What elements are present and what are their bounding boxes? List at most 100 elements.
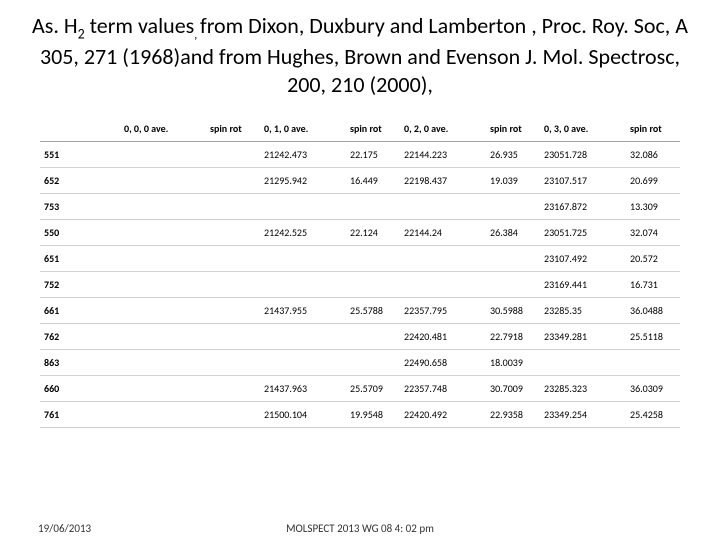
table-cell bbox=[346, 194, 400, 220]
slide-title: As. H2 term values, from Dixon, Duxbury … bbox=[28, 12, 692, 98]
table-cell bbox=[400, 246, 486, 272]
table-cell: 22420.492 bbox=[400, 402, 486, 428]
table-cell bbox=[486, 194, 540, 220]
table-cell: 23169.441 bbox=[540, 272, 626, 298]
table-cell: 32.074 bbox=[626, 220, 680, 246]
table-cell: 30.5988 bbox=[486, 298, 540, 324]
col-header: spin rot bbox=[346, 116, 400, 142]
table-cell bbox=[120, 298, 206, 324]
table-cell bbox=[120, 194, 206, 220]
table-cell bbox=[486, 272, 540, 298]
table-cell: 13.309 bbox=[626, 194, 680, 220]
table-cell bbox=[400, 272, 486, 298]
table-cell: 36.0488 bbox=[626, 298, 680, 324]
table-cell bbox=[120, 220, 206, 246]
table-cell bbox=[260, 324, 346, 350]
table-cell: 16.449 bbox=[346, 168, 400, 194]
table-cell: 22490.658 bbox=[400, 350, 486, 376]
table-cell: 762 bbox=[40, 324, 120, 350]
table-cell: 23051.725 bbox=[540, 220, 626, 246]
table-cell: 21500.104 bbox=[260, 402, 346, 428]
table-cell: 19.9548 bbox=[346, 402, 400, 428]
table-cell: 32.086 bbox=[626, 142, 680, 168]
table-cell: 652 bbox=[40, 168, 120, 194]
table-cell: 651 bbox=[40, 246, 120, 272]
table-cell: 761 bbox=[40, 402, 120, 428]
table-cell bbox=[120, 272, 206, 298]
table-cell: 752 bbox=[40, 272, 120, 298]
table-cell bbox=[120, 324, 206, 350]
table-cell: 23285.35 bbox=[540, 298, 626, 324]
table-cell: 863 bbox=[40, 350, 120, 376]
table-row: 55121242.47322.17522144.22326.93523051.7… bbox=[40, 142, 680, 168]
table-cell: 20.699 bbox=[626, 168, 680, 194]
table-row: 652 21295.94216.44922198.43719.03923107.5… bbox=[40, 168, 680, 194]
table-cell bbox=[346, 350, 400, 376]
table-cell: 22.124 bbox=[346, 220, 400, 246]
table-cell: 22144.24 bbox=[400, 220, 486, 246]
table-row: 550 21242.52522.12422144.2426.38423051.72… bbox=[40, 220, 680, 246]
table-cell: 30.7009 bbox=[486, 376, 540, 402]
table-cell bbox=[260, 272, 346, 298]
table-cell: 22.7918 bbox=[486, 324, 540, 350]
table-cell: 23167.872 bbox=[540, 194, 626, 220]
table-cell: 26.935 bbox=[486, 142, 540, 168]
table-cell: 23107.517 bbox=[540, 168, 626, 194]
table-cell: 21242.525 bbox=[260, 220, 346, 246]
title-sub: 2 bbox=[78, 25, 85, 42]
table-cell: 661 bbox=[40, 298, 120, 324]
table-row: 66021437.96325.570922357.74830.700923285… bbox=[40, 376, 680, 402]
table-cell: 16.731 bbox=[626, 272, 680, 298]
table-cell bbox=[206, 142, 260, 168]
table-cell bbox=[120, 142, 206, 168]
table-cell bbox=[120, 350, 206, 376]
table-cell: 22357.748 bbox=[400, 376, 486, 402]
table-cell bbox=[486, 246, 540, 272]
table-cell: 753 bbox=[40, 194, 120, 220]
table-cell: 22.175 bbox=[346, 142, 400, 168]
table-cell: 25.5709 bbox=[346, 376, 400, 402]
table-cell bbox=[206, 220, 260, 246]
col-header: spin rot bbox=[206, 116, 260, 142]
table-row: 76222420.48122.791823349.28125.5118 bbox=[40, 324, 680, 350]
table-row: 753 23167.87213.309 bbox=[40, 194, 680, 220]
table-cell bbox=[400, 194, 486, 220]
col-header: 0, 1, 0 ave. bbox=[260, 116, 346, 142]
table-cell bbox=[206, 272, 260, 298]
table-cell bbox=[206, 168, 260, 194]
table-cell: 551 bbox=[40, 142, 120, 168]
table-cell: 25.5118 bbox=[626, 324, 680, 350]
table-cell: 19.039 bbox=[486, 168, 540, 194]
col-header bbox=[40, 116, 120, 142]
table-cell: 22198.437 bbox=[400, 168, 486, 194]
table-cell bbox=[206, 376, 260, 402]
table-cell: 25.4258 bbox=[626, 402, 680, 428]
table-cell: 23285.323 bbox=[540, 376, 626, 402]
table-cell: 23349.281 bbox=[540, 324, 626, 350]
table-row: 76121500.10419.954822420.49222.935823349… bbox=[40, 402, 680, 428]
data-table-wrap: 0, 0, 0 ave.spin rot0, 1, 0 ave.spin rot… bbox=[40, 116, 680, 428]
table-cell bbox=[120, 246, 206, 272]
table-cell bbox=[120, 376, 206, 402]
table-cell: 36.0309 bbox=[626, 376, 680, 402]
table-row: 752 23169.44116.731 bbox=[40, 272, 680, 298]
col-header: spin rot bbox=[486, 116, 540, 142]
table-cell bbox=[346, 324, 400, 350]
table-cell: 21295.942 bbox=[260, 168, 346, 194]
table-cell: 26.384 bbox=[486, 220, 540, 246]
table-row: 65123107.49220.572 bbox=[40, 246, 680, 272]
table-cell bbox=[206, 298, 260, 324]
table-cell bbox=[206, 194, 260, 220]
data-table: 0, 0, 0 ave.spin rot0, 1, 0 ave.spin rot… bbox=[40, 116, 680, 428]
table-cell bbox=[206, 402, 260, 428]
table-cell: 21242.473 bbox=[260, 142, 346, 168]
table-cell: 550 bbox=[40, 220, 120, 246]
table-cell bbox=[206, 350, 260, 376]
table-cell: 21437.963 bbox=[260, 376, 346, 402]
table-cell bbox=[260, 246, 346, 272]
col-header: 0, 3, 0 ave. bbox=[540, 116, 626, 142]
table-cell bbox=[346, 272, 400, 298]
col-header: 0, 2, 0 ave. bbox=[400, 116, 486, 142]
table-cell bbox=[120, 168, 206, 194]
table-row: 66121437.95525.578822357.79530.598823285… bbox=[40, 298, 680, 324]
